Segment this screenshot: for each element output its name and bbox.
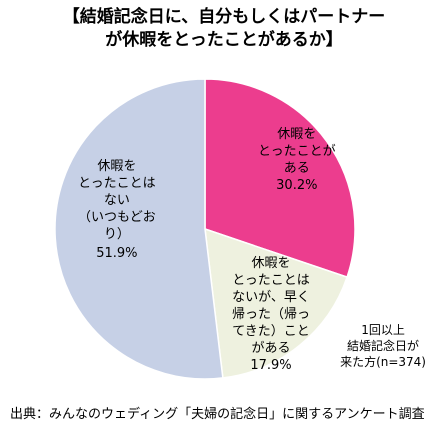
chart-title-line-1: 【結婚記念日に、自分もしくはパートナー	[62, 7, 386, 27]
source-note: 出典：みんなのウェディング「夫婦の記念日」に関するアンケート調査	[10, 407, 425, 422]
slice-value-early: 17.9%	[250, 358, 292, 373]
slice-label-vacation: 休暇を とったことが ある 30.2%	[258, 126, 336, 194]
slice-label-early-text: 休暇を とったことは ないが、早く 帰った（帰っ てきた）こと がある	[232, 256, 311, 356]
slice-label-vacation-text: 休暇を とったことが ある	[258, 127, 336, 176]
chart-title-line-2: が休暇をとったことがあるか】	[105, 30, 343, 50]
sample-note-line-2: 結婚記念日が	[347, 339, 420, 353]
chart-title: 【結婚記念日に、自分もしくはパートナー が休暇をとったことがあるか】	[0, 6, 448, 52]
sample-note-line-1: 1回以上	[361, 323, 405, 337]
pie-slice-none	[54, 78, 224, 380]
sample-note-line-3: 来た方(n=374)	[340, 355, 426, 369]
slice-value-vacation: 30.2%	[276, 178, 318, 193]
slice-value-none: 51.9%	[96, 246, 138, 261]
slice-label-none: 休暇を とったことは ない （いつもどお り） 51.9%	[78, 158, 156, 262]
pie-slice-early	[204, 227, 349, 379]
pie-slice-vacation	[204, 78, 356, 279]
slice-label-early: 休暇を とったことは ないが、早く 帰った（帰っ てきた）こと がある 17.9…	[232, 255, 310, 374]
sample-note: 1回以上 結婚記念日が 来た方(n=374)	[340, 322, 426, 370]
slice-label-none-text: 休暇を とったことは ない （いつもどお り）	[78, 159, 156, 242]
